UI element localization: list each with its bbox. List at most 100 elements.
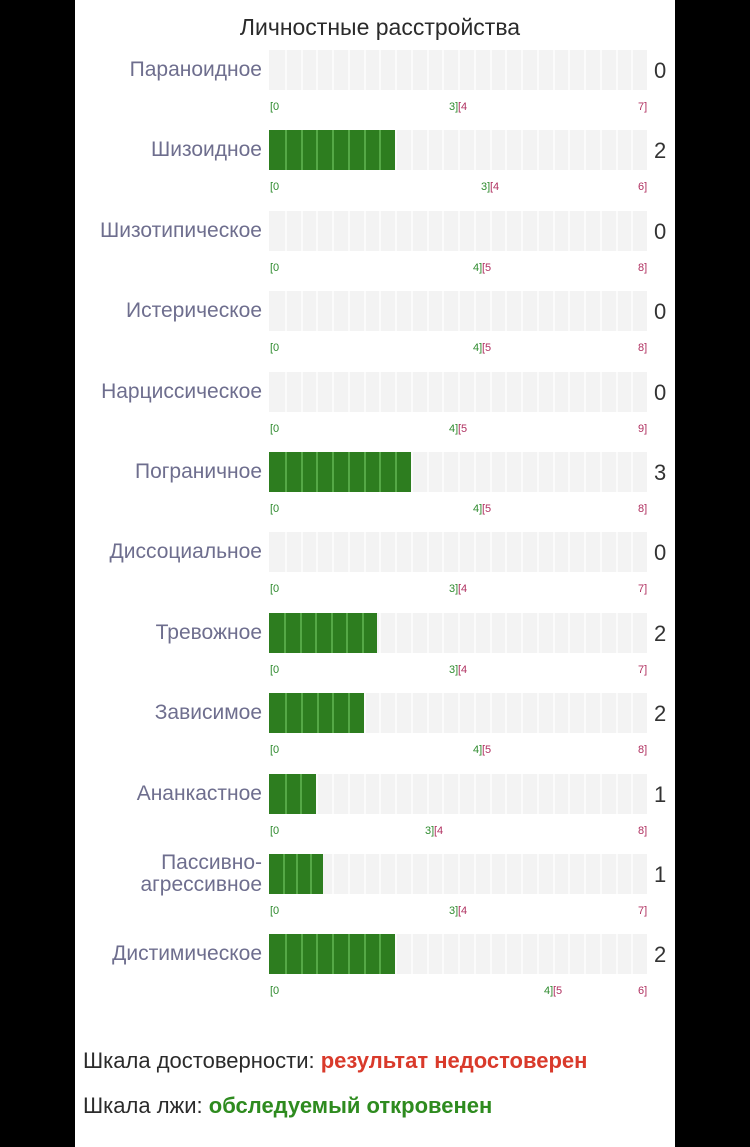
track-segment-line: [553, 693, 555, 733]
fill-segment-line: [310, 854, 312, 894]
track-segment-line: [521, 934, 523, 974]
track-segment-line: [348, 774, 350, 814]
track-segment-line: [285, 372, 287, 412]
track-segment-line: [568, 532, 570, 572]
track-segment-line: [505, 613, 507, 653]
track-segment-line: [301, 532, 303, 572]
row-label: Нарциссическое: [72, 381, 262, 403]
track-segment-line: [584, 291, 586, 331]
track-segment-line: [616, 50, 618, 90]
fill-segment-line: [317, 693, 319, 733]
track-segment-line: [537, 130, 539, 170]
row-label: Пограничное: [72, 461, 262, 483]
fill-segment-line: [285, 452, 287, 492]
bar-track: [269, 693, 647, 733]
track-segment-line: [364, 291, 366, 331]
track-segment-line: [458, 452, 460, 492]
row-label: Зависимое: [72, 702, 262, 724]
tick-min: [0: [270, 423, 280, 435]
track-segment-line: [364, 50, 366, 90]
track-segment-line: [332, 372, 334, 412]
track-segment-line: [600, 372, 602, 412]
track-segment-line: [490, 452, 492, 492]
track-segment-line: [442, 613, 444, 653]
track-segment-line: [553, 934, 555, 974]
track-segment-line: [411, 854, 413, 894]
row-score: 1: [654, 782, 667, 807]
tick-max: 6]: [638, 181, 648, 193]
track-segment-line: [474, 774, 476, 814]
track-segment-line: [395, 532, 397, 572]
bar-fill: [269, 452, 411, 492]
track-segment-line: [332, 854, 334, 894]
track-segment-line: [600, 613, 602, 653]
tick-norm-upper: 3]: [449, 101, 459, 113]
track-segment-line: [411, 693, 413, 733]
track-segment-line: [537, 532, 539, 572]
fill-segment-line: [301, 130, 303, 170]
track-segment-line: [537, 372, 539, 412]
track-segment-line: [301, 291, 303, 331]
tick-norm-upper: 4]: [473, 503, 483, 515]
track-segment-line: [553, 50, 555, 90]
track-segment-line: [584, 854, 586, 894]
track-segment-line: [553, 211, 555, 251]
track-segment-line: [442, 50, 444, 90]
track-segment-line: [332, 291, 334, 331]
track-segment-line: [521, 452, 523, 492]
track-segment-line: [379, 532, 381, 572]
tick-max: 7]: [638, 905, 648, 917]
tick-norm-upper: 3]: [481, 181, 491, 193]
tick-min: [0: [270, 664, 280, 676]
track-segment-line: [364, 372, 366, 412]
track-segment-line: [537, 291, 539, 331]
track-segment-line: [427, 774, 429, 814]
tick-pathology-lower: [4: [458, 583, 468, 595]
row-label-line: Шизоидное: [151, 138, 262, 161]
track-segment-line: [411, 934, 413, 974]
track-segment-line: [568, 372, 570, 412]
track-segment-line: [442, 934, 444, 974]
bar-track: [269, 934, 647, 974]
row-label: Пассивно-агрессивное: [72, 852, 262, 896]
tick-max: 8]: [638, 342, 648, 354]
track-segment-line: [442, 130, 444, 170]
track-segment-line: [427, 211, 429, 251]
track-segment-line: [631, 211, 633, 251]
track-segment-line: [411, 532, 413, 572]
track-segment-line: [521, 291, 523, 331]
track-segment-line: [427, 372, 429, 412]
track-segment-line: [584, 934, 586, 974]
track-segment-line: [474, 372, 476, 412]
track-segment-line: [411, 291, 413, 331]
track-segment-line: [568, 211, 570, 251]
fill-segment-line: [332, 693, 334, 733]
track-segment-line: [631, 774, 633, 814]
track-segment-line: [521, 613, 523, 653]
tick-min: [0: [270, 985, 280, 997]
track-segment-line: [505, 854, 507, 894]
track-segment-line: [600, 291, 602, 331]
track-segment-line: [301, 50, 303, 90]
bar-fill: [269, 613, 377, 653]
track-segment-line: [490, 130, 492, 170]
track-segment-line: [553, 774, 555, 814]
track-segment-line: [316, 291, 318, 331]
track-segment-line: [505, 291, 507, 331]
track-segment-line: [474, 854, 476, 894]
row-score: 0: [654, 219, 667, 244]
row-label-line: Ананкастное: [136, 782, 262, 805]
track-segment-line: [474, 934, 476, 974]
track-segment-line: [427, 693, 429, 733]
track-segment-line: [490, 372, 492, 412]
row-score: 2: [654, 138, 667, 163]
track-segment-line: [505, 130, 507, 170]
track-segment-line: [427, 613, 429, 653]
track-segment-line: [395, 291, 397, 331]
track-segment-line: [600, 934, 602, 974]
track-segment-line: [427, 50, 429, 90]
track-segment-line: [631, 854, 633, 894]
track-segment-line: [616, 291, 618, 331]
track-segment-line: [316, 774, 318, 814]
track-segment-line: [364, 774, 366, 814]
